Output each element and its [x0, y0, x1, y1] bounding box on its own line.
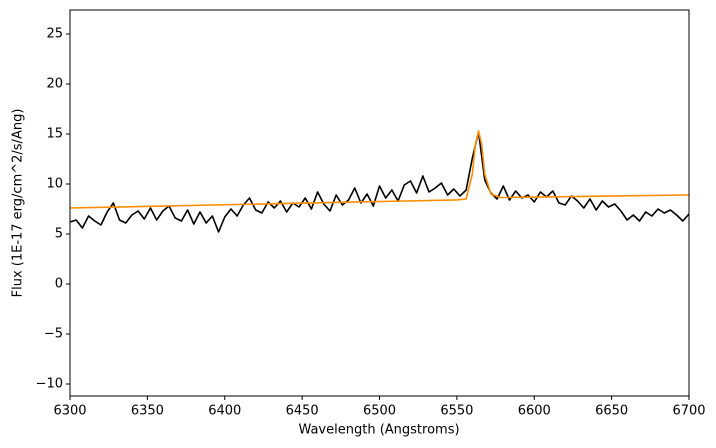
plot-frame [69, 9, 690, 397]
x-tick-label: 6650 [595, 404, 628, 419]
y-axis-label: Flux (1E-17 erg/cm^2/s/Ang) [11, 109, 26, 298]
x-tick-label: 6350 [131, 404, 164, 419]
y-tick-label: 15 [46, 127, 63, 142]
series-line [70, 131, 689, 233]
y-tick-label: 20 [46, 77, 63, 92]
x-tick-label: 6600 [518, 404, 551, 419]
x-tick-label: 6300 [53, 404, 86, 419]
x-axis-label: Wavelength (Angstroms) [298, 423, 459, 438]
x-tick-label: 6700 [672, 404, 705, 419]
x-tick-label: 6400 [208, 404, 241, 419]
x-tick-label: 6550 [440, 404, 473, 419]
series-line [70, 130, 689, 209]
y-tick-label: 25 [46, 27, 63, 42]
x-tick-label: 6500 [363, 404, 396, 419]
x-tick-label: 6450 [286, 404, 319, 419]
y-tick-label: 5 [55, 227, 63, 242]
y-tick-label: 0 [55, 277, 63, 292]
y-tick-label: −10 [36, 377, 63, 392]
y-tick-label: 10 [46, 177, 63, 192]
y-tick-label: −5 [44, 327, 63, 342]
